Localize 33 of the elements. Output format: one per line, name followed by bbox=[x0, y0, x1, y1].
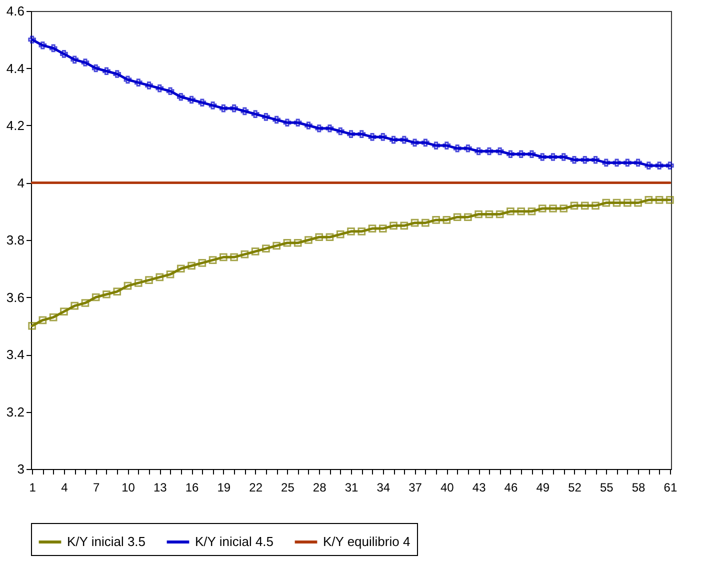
y-tick-label: 3.8 bbox=[6, 232, 24, 248]
y-tick-label: 4.2 bbox=[6, 118, 24, 133]
x-tick-label: 31 bbox=[344, 480, 358, 494]
x-tick-label: 46 bbox=[504, 480, 518, 494]
x-tick-label: 34 bbox=[376, 480, 390, 494]
x-tick-label: 43 bbox=[472, 480, 486, 494]
x-tick-label: 49 bbox=[536, 480, 550, 494]
y-tick-label: 4 bbox=[17, 175, 24, 190]
y-tick-label: 4.4 bbox=[6, 60, 24, 76]
y-tick-label: 3 bbox=[17, 462, 24, 476]
x-tick-label: 40 bbox=[440, 480, 454, 494]
y-tick-label: 3.2 bbox=[6, 404, 24, 420]
x-tick-label: 13 bbox=[153, 480, 168, 494]
x-tick-label: 4 bbox=[61, 480, 68, 494]
x-tick-label: 37 bbox=[408, 480, 422, 494]
x-tick-label: 7 bbox=[93, 480, 100, 494]
x-tick-label: 22 bbox=[249, 480, 263, 494]
x-tick-label: 58 bbox=[632, 480, 646, 494]
legend-label: K/Y inicial 4.5 bbox=[195, 534, 274, 549]
y-tick-label: 3.6 bbox=[6, 290, 24, 305]
legend-label: K/Y equilibrio 4 bbox=[323, 534, 410, 549]
x-tick-label: 61 bbox=[664, 480, 678, 494]
x-tick-label: 25 bbox=[281, 480, 295, 494]
x-tick-label: 28 bbox=[312, 480, 327, 494]
legend-label: K/Y inicial 3.5 bbox=[67, 534, 146, 549]
x-tick-label: 10 bbox=[122, 480, 136, 494]
x-tick-label: 16 bbox=[185, 480, 200, 494]
y-tick-label: 4.6 bbox=[6, 4, 24, 18]
x-tick-label: 55 bbox=[600, 480, 614, 494]
x-tick-label: 1 bbox=[29, 480, 36, 494]
x-tick-label: 19 bbox=[217, 480, 231, 494]
x-tick-label: 52 bbox=[568, 480, 582, 494]
y-tick-label: 3.4 bbox=[6, 347, 24, 362]
